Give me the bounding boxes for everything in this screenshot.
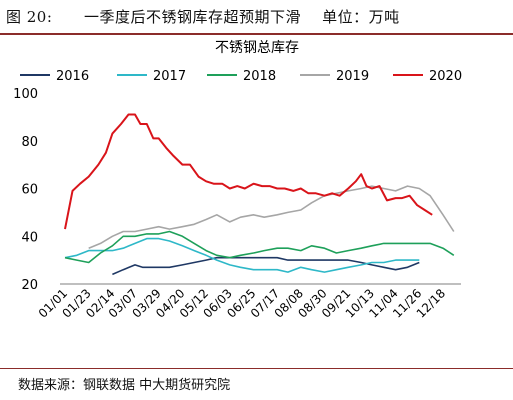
header-rule bbox=[0, 33, 513, 35]
figure-title: 图 20: 一季度后不锈钢库存超预期下滑 单位：万吨 bbox=[6, 8, 400, 26]
series-line-2017 bbox=[64, 237, 420, 273]
y-axis-ticks: 20 40 60 80 100 bbox=[13, 87, 38, 293]
series-line-2020 bbox=[64, 113, 433, 230]
legend-label-2019: 2019 bbox=[336, 69, 369, 84]
chart-series bbox=[64, 113, 455, 276]
source-rule bbox=[0, 368, 513, 369]
source-note: 数据来源：钢联数据 中大期货研究院 bbox=[18, 378, 231, 393]
legend-label-2018: 2018 bbox=[243, 69, 276, 84]
series-line-2019 bbox=[88, 185, 455, 249]
chart-title: 不锈钢总库存 bbox=[215, 40, 299, 56]
y-tick-label: 100 bbox=[13, 87, 38, 102]
figure-header: 图 20: 一季度后不锈钢库存超预期下滑 单位：万吨 bbox=[0, 0, 513, 33]
legend-label-2020: 2020 bbox=[429, 69, 462, 84]
series-line-2016 bbox=[112, 256, 420, 276]
x-axis-ticks: 01/0101/2302/1403/0703/2904/2005/1206/03… bbox=[36, 286, 448, 320]
y-tick-label: 20 bbox=[21, 278, 38, 293]
legend-label-2017: 2017 bbox=[153, 69, 186, 84]
y-tick-label: 60 bbox=[21, 183, 38, 198]
chart-legend: 2016 2017 2018 2019 2020 bbox=[20, 69, 462, 84]
y-tick-label: 40 bbox=[21, 230, 38, 245]
legend-label-2016: 2016 bbox=[56, 69, 89, 84]
y-tick-label: 80 bbox=[21, 135, 38, 150]
inventory-line-chart: 不锈钢总库存 2016 2017 2018 2019 2020 20406080100 … bbox=[13, 40, 462, 321]
series-line-2018 bbox=[64, 230, 455, 264]
